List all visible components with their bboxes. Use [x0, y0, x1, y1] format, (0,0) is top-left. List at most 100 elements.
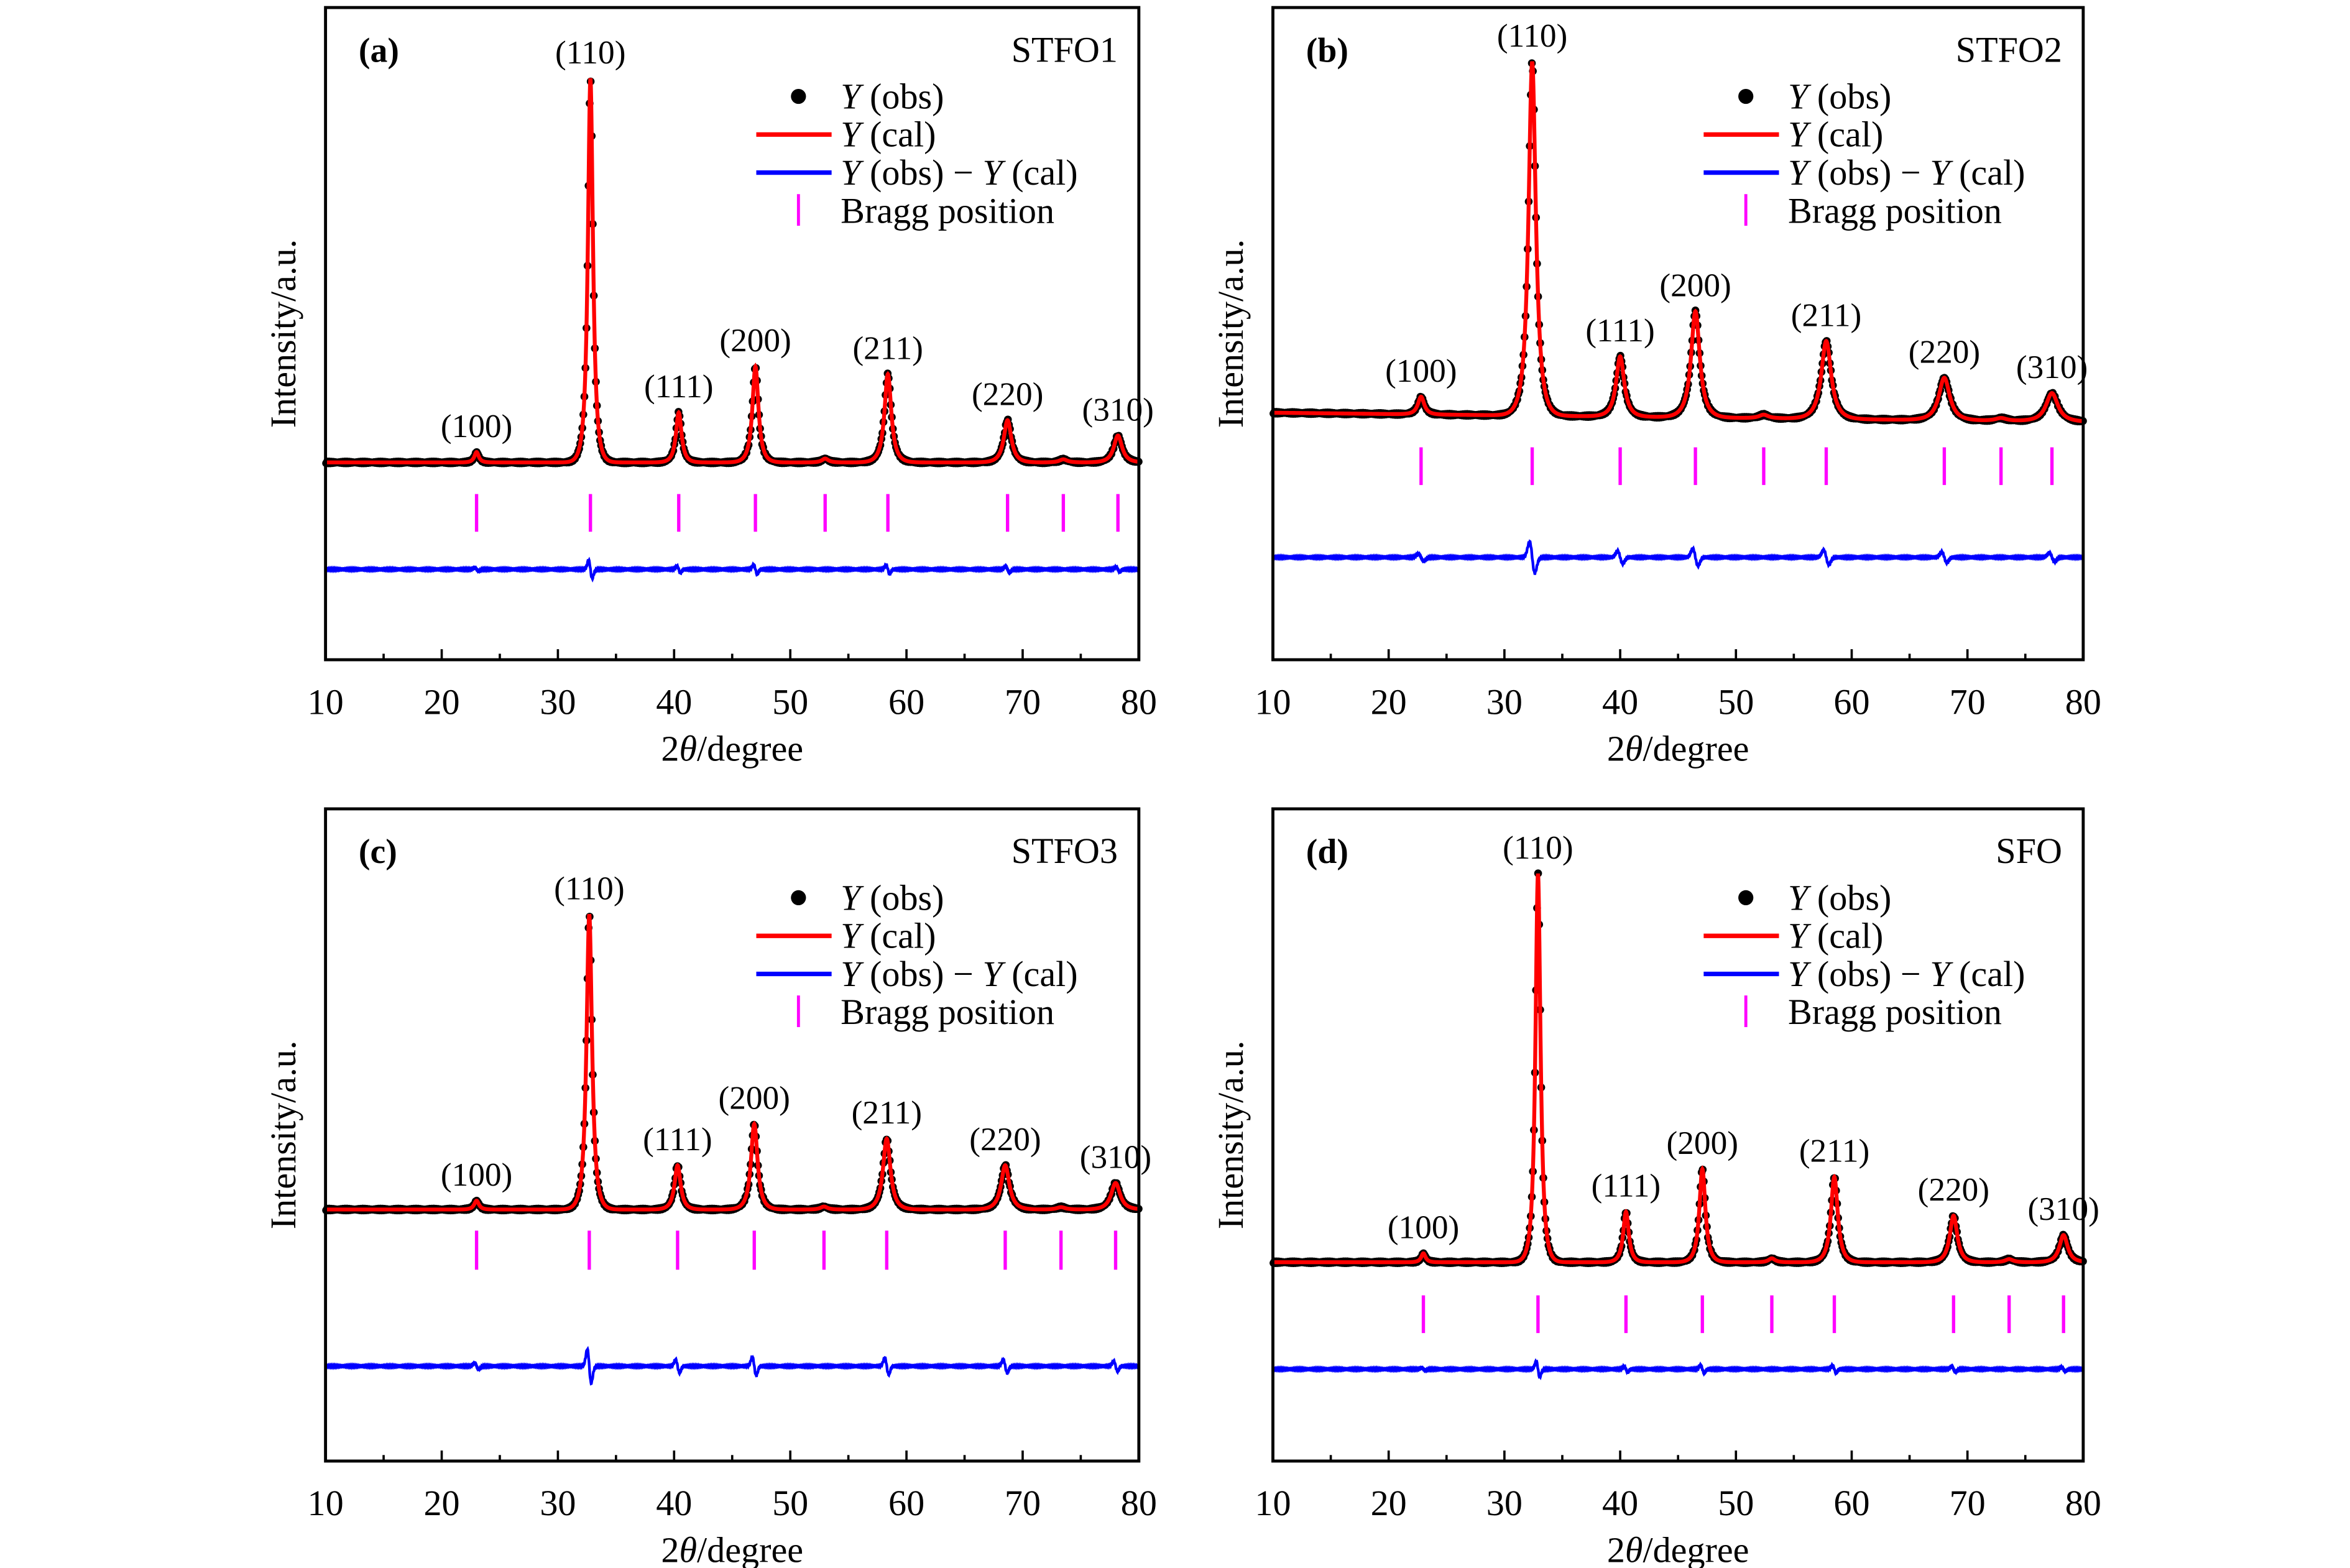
legend-text: (obs) −	[860, 152, 982, 193]
legend-text: Bragg position	[1788, 190, 2002, 231]
x-label-prefix: 2	[661, 728, 679, 768]
peak-label: (220)	[972, 376, 1043, 413]
x-tick-label: 30	[1486, 681, 1523, 722]
peak-label: (211)	[852, 1094, 922, 1131]
legend-text: (cal)	[1003, 152, 1078, 193]
x-tick-label: 40	[1602, 1483, 1638, 1523]
x-tick-label: 70	[1950, 681, 1986, 722]
legend-label: Bragg position	[841, 992, 1054, 1032]
legend-symbol: Y	[1788, 76, 1812, 116]
x-tick-label: 40	[656, 681, 692, 722]
peak-label: (110)	[555, 34, 625, 71]
legend-label: Y (cal)	[841, 916, 936, 956]
x-tick-label: 60	[888, 1483, 924, 1523]
legend-marker-obs	[1738, 88, 1754, 104]
x-label-suffix: /degree	[1643, 1529, 1749, 1568]
peak-label: (110)	[1503, 829, 1573, 866]
peak-label: (111)	[1585, 312, 1654, 349]
legend-label: Y (obs) − Y (cal)	[841, 152, 1078, 193]
legend-label: Y (obs)	[1788, 877, 1891, 918]
x-label-prefix: 2	[1607, 728, 1625, 768]
plot-frame	[1271, 807, 2085, 1463]
x-tick-label: 50	[1718, 1483, 1754, 1523]
peak-label: (111)	[643, 1121, 712, 1158]
panel-label: (b)	[1306, 31, 1348, 70]
x-tick-label: 70	[1005, 681, 1041, 722]
peak-label: (100)	[441, 1156, 512, 1193]
legend-symbol: Y	[1788, 916, 1812, 956]
series-difference	[324, 556, 1140, 583]
panel-sfo: (100) (110) (111)(200) (211) (220) (310) 10 20 3…	[1210, 807, 2101, 1568]
sample-name: STFO1	[1011, 29, 1118, 70]
x-axis-label: 2θ/degree	[661, 728, 803, 768]
legend-marker-obs	[791, 88, 806, 104]
legend-marker-obs	[1738, 890, 1754, 906]
x-tick-label: 20	[423, 1483, 459, 1523]
series-y-cal	[1273, 873, 2084, 1265]
x-tick-label: 80	[1121, 1483, 1157, 1523]
x-label-symbol: θ	[1625, 728, 1643, 768]
x-tick-label: 40	[656, 1483, 692, 1523]
series-difference	[1271, 539, 2085, 575]
x-tick-label: 80	[2065, 681, 2101, 722]
series-y-cal	[325, 78, 1139, 464]
peak-label: (310)	[1080, 1138, 1151, 1175]
legend-label: Y (obs) − Y (cal)	[1788, 954, 2025, 994]
sample-name: STFO2	[1956, 29, 2062, 70]
legend-symbol: Y	[982, 954, 1006, 994]
legend-symbol: Y	[841, 114, 864, 155]
x-label-suffix: /degree	[697, 728, 803, 768]
x-axis-label: 2θ/degree	[661, 1529, 803, 1568]
x-label-prefix: 2	[1607, 1529, 1625, 1568]
x-label-symbol: θ	[679, 1529, 697, 1568]
x-tick-label: 10	[1255, 681, 1291, 722]
series-y-cal	[1273, 61, 2083, 423]
series-y-cal	[325, 914, 1139, 1212]
sample-name: STFO3	[1011, 831, 1118, 871]
legend-text: (cal)	[1808, 916, 1883, 956]
peak-label: (310)	[2016, 349, 2088, 385]
peak-label: (200)	[719, 322, 791, 359]
legend-text: (obs)	[1808, 877, 1891, 918]
legend-symbol: Y	[1788, 152, 1812, 193]
legend: Y (obs)Y (cal)Y (obs) − Y (cal)Bragg pos…	[1703, 76, 2025, 231]
peak-label: (200)	[1659, 267, 1731, 303]
x-tick-label: 30	[1486, 1483, 1523, 1523]
legend-label: Y (obs) − Y (cal)	[1788, 152, 2025, 193]
legend-text: (cal)	[860, 916, 936, 956]
legend-label: Y (obs) − Y (cal)	[841, 954, 1078, 994]
x-label-symbol: θ	[1625, 1529, 1643, 1568]
legend-symbol: Y	[841, 76, 864, 116]
legend-label: Y (obs)	[1788, 76, 1891, 116]
x-tick-label: 10	[308, 1483, 344, 1523]
legend-symbol: Y	[1788, 114, 1812, 155]
peak-label: (220)	[969, 1121, 1041, 1158]
peak-label: (211)	[1799, 1132, 1869, 1169]
x-label-suffix: /degree	[1643, 728, 1749, 768]
series-difference	[324, 1345, 1140, 1386]
peak-label: (111)	[644, 368, 713, 405]
x-tick-label: 10	[1255, 1483, 1291, 1523]
x-tick-label: 50	[772, 1483, 808, 1523]
x-tick-label: 10	[308, 681, 344, 722]
legend-text: (obs)	[860, 877, 944, 918]
legend-label: Bragg position	[1788, 190, 2002, 231]
legend-symbol: Y	[1788, 954, 1812, 994]
peak-label: (100)	[441, 408, 512, 445]
legend-symbol: Y	[841, 152, 864, 193]
panel-stfo3: (100) (110) (111)(200) (211) (220) (310) 10 20 3…	[263, 807, 1157, 1568]
panel-stfo2: (100) (110) (111)(200) (211) (220) (310) 10 20 3…	[1210, 6, 2101, 768]
legend-text: (obs)	[860, 76, 944, 116]
peak-label: (110)	[554, 870, 624, 906]
x-tick-label: 70	[1950, 1483, 1986, 1523]
peak-label: (310)	[1082, 391, 1154, 428]
peak-label: (220)	[1918, 1171, 1989, 1208]
legend: Y (obs)Y (cal)Y (obs) − Y (cal)Bragg pos…	[756, 76, 1078, 231]
legend-marker-obs	[791, 890, 806, 906]
legend: Y (obs)Y (cal)Y (obs) − Y (cal)Bragg pos…	[756, 877, 1078, 1032]
legend-label: Bragg position	[841, 190, 1054, 231]
legend: Y (obs)Y (cal)Y (obs) − Y (cal)Bragg pos…	[1703, 877, 2025, 1032]
x-tick-label: 20	[1371, 1483, 1407, 1523]
legend-text: (cal)	[1808, 114, 1883, 155]
